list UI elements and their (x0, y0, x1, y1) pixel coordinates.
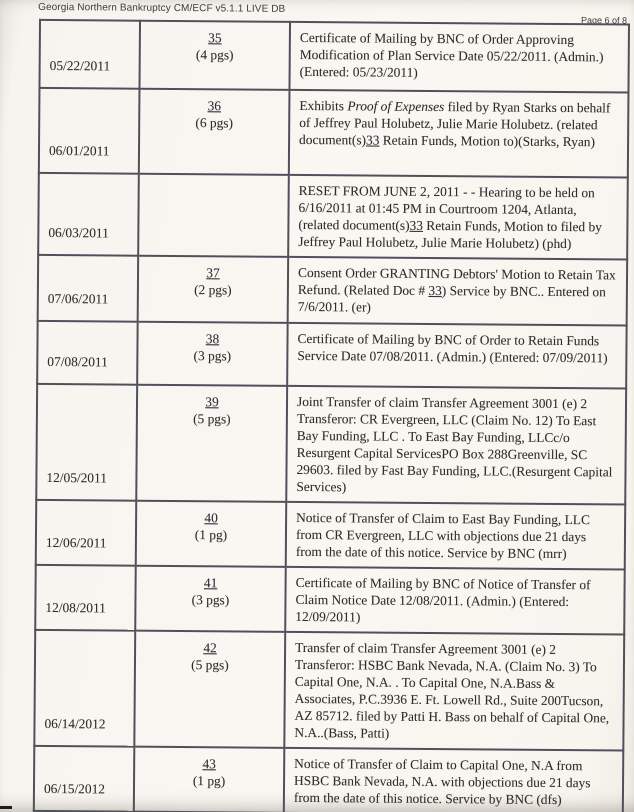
doc-cell (138, 173, 289, 257)
description-text: Notice of Transfer of Claim to Capital O… (293, 755, 591, 808)
doc-cell: 38 (3 pgs) (137, 321, 288, 386)
doc-cell: 40 (1 pg) (135, 500, 287, 567)
date-cell: 07/08/2011 (37, 320, 138, 385)
description-cell: Notice of Transfer of Claim to East Bay … (285, 501, 626, 570)
doc-cell: 36 (6 pgs) (138, 88, 290, 175)
entry-date: 05/22/2011 (49, 57, 111, 74)
related-doc-link[interactable]: 33 (365, 132, 380, 148)
page-count: (6 pgs) (195, 115, 234, 131)
document-number-link[interactable]: 43 (202, 756, 216, 772)
description-text: Joint Transfer of claim Transfer Agreeme… (296, 393, 613, 495)
page-count: (3 pgs) (191, 592, 230, 608)
docket-row: 07/06/2011 37 (2 pgs) Consent Order GRAN… (37, 254, 628, 326)
page-count: (2 pgs) (194, 282, 232, 298)
description-cell: Certificate of Mailing by BNC of Notice … (285, 566, 625, 635)
doc-cell: 42 (5 pgs) (134, 630, 286, 748)
document-number-link[interactable]: 40 (204, 510, 218, 526)
description-text: Certificate of Mailing by BNC of Order t… (297, 330, 608, 366)
page-count: (4 pgs) (195, 47, 234, 63)
description-cell: RESET FROM JUNE 2, 2011 - - Hearing to b… (288, 174, 628, 260)
italic-title-text: Proof of Expenses (347, 98, 445, 115)
entry-date: 06/01/2011 (48, 142, 110, 159)
page-count: (1 pg) (192, 773, 226, 789)
document-number-link[interactable]: 37 (206, 265, 220, 281)
date-cell: 07/06/2011 (37, 254, 139, 322)
doc-cell: 37 (2 pgs) (137, 255, 289, 323)
document-number-link[interactable]: 41 (203, 575, 218, 591)
document-number-link[interactable]: 39 (205, 394, 219, 410)
related-doc-link[interactable]: 33 (409, 217, 424, 233)
doc-cell: 39 (5 pgs) (136, 384, 288, 502)
description-text: Transfer of claim Transfer Agreement 300… (294, 639, 610, 741)
docket-row: 12/08/2011 41 (3 pgs) Certificate of Mai… (35, 564, 625, 635)
description-cell: Transfer of claim Transfer Agreement 300… (284, 631, 625, 751)
description-text: Certificate of Mailing by BNC of Notice … (295, 574, 591, 625)
description-text: Retain Funds, Motion to)(Starks, Ryan) (379, 132, 596, 150)
description-cell: Certificate of Mailing by BNC of Order A… (289, 21, 630, 93)
page-count: (1 pg) (194, 527, 228, 543)
docket-row: 06/15/2012 43 (1 pg) Notice of Transfer … (33, 745, 624, 812)
date-cell: 06/03/2011 (38, 172, 139, 256)
page-count: (5 pgs) (191, 657, 229, 673)
description-cell: Exhibits Proof of Expenses filed by Ryan… (288, 89, 629, 178)
docket-row: 05/22/2011 35 (4 pgs) Certificate of Mai… (39, 19, 630, 93)
document-number-link[interactable]: 42 (203, 640, 217, 656)
entry-date: 06/03/2011 (48, 224, 109, 241)
docket-row: 12/06/2011 40 (1 pg) Notice of Transfer … (35, 499, 626, 570)
entry-date: 07/06/2011 (47, 290, 109, 307)
scan-artifact-mark (0, 806, 12, 809)
header-app-title: Georgia Northern Bankruptcy CM/ECF v5.1.… (38, 1, 286, 15)
date-cell: 12/06/2011 (35, 499, 137, 566)
entry-date: 12/05/2011 (46, 469, 108, 486)
date-cell: 12/05/2011 (36, 383, 138, 501)
docket-table: 05/22/2011 35 (4 pgs) Certificate of Mai… (33, 19, 630, 812)
entry-date: 06/15/2012 (43, 780, 106, 797)
related-doc-link[interactable]: 33 (428, 282, 442, 299)
page-count: (3 pgs) (193, 348, 232, 364)
description-cell: Notice of Transfer of Claim to Capital O… (283, 747, 624, 812)
page-count: (5 pgs) (193, 411, 231, 427)
document-number-link[interactable]: 36 (207, 98, 222, 114)
docket-row: 07/08/2011 38 (3 pgs) Certificate of Mai… (37, 320, 627, 389)
description-text: Exhibits (299, 97, 348, 114)
description-text: Notice of Transfer of Claim to East Bay … (295, 509, 591, 562)
description-text: Certificate of Mailing by BNC of Order A… (299, 29, 604, 80)
doc-cell: 35 (4 pgs) (139, 20, 291, 90)
description-cell: Certificate of Mailing by BNC of Order t… (287, 322, 627, 389)
document-number-link[interactable]: 38 (205, 331, 220, 347)
docket-row: 06/03/2011 RESET FROM JUNE 2, 2011 - - H… (38, 172, 628, 260)
docket-table-body: 05/22/2011 35 (4 pgs) Certificate of Mai… (33, 19, 630, 812)
date-cell: 05/22/2011 (39, 19, 141, 89)
entry-date: 06/14/2012 (44, 715, 106, 732)
date-cell: 06/15/2012 (33, 745, 135, 812)
date-cell: 06/14/2012 (34, 629, 136, 747)
doc-cell: 43 (1 pg) (133, 746, 285, 812)
entry-date: 12/06/2011 (45, 534, 107, 551)
entry-date: 12/08/2011 (45, 599, 106, 616)
entry-date: 07/08/2011 (47, 353, 108, 370)
docket-row: 12/05/2011 39 (5 pgs) Joint Transfer of … (36, 383, 627, 505)
docket-row: 06/14/2012 42 (5 pgs) Transfer of claim … (34, 629, 625, 751)
description-cell: Consent Order GRANTING Debtors' Motion t… (287, 256, 628, 326)
date-cell: 12/08/2011 (35, 564, 136, 631)
docket-row: 06/01/2011 36 (6 pgs) Exhibits Proof of … (38, 87, 629, 178)
date-cell: 06/01/2011 (38, 87, 140, 174)
description-cell: Joint Transfer of claim Transfer Agreeme… (286, 385, 627, 505)
document-number-link[interactable]: 35 (208, 30, 222, 46)
doc-cell: 41 (3 pgs) (135, 565, 286, 632)
